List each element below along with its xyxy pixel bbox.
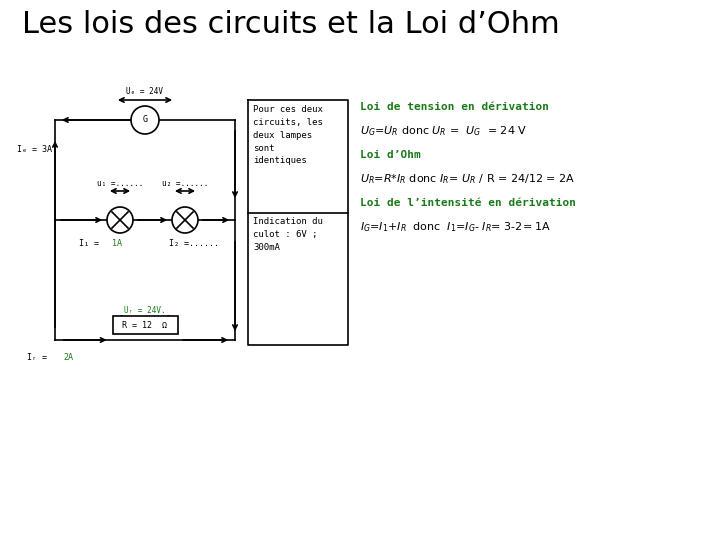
- Text: I₂ =......: I₂ =......: [169, 239, 219, 247]
- Text: Iₑ = 3A: Iₑ = 3A: [17, 145, 52, 154]
- Text: Loi de l’intensité en dérivation: Loi de l’intensité en dérivation: [360, 198, 576, 208]
- Text: $U_G$=$U_R$ donc $U_R$ =  $U_G$  = 24 V: $U_G$=$U_R$ donc $U_R$ = $U_G$ = 24 V: [360, 124, 527, 138]
- Text: Uᵣ = 24V.: Uᵣ = 24V.: [124, 306, 166, 315]
- Text: 1A: 1A: [112, 239, 122, 247]
- Bar: [112, 316, 178, 334]
- Text: R = 12  Ω: R = 12 Ω: [122, 321, 168, 329]
- Text: u₁ =......: u₁ =......: [97, 179, 143, 188]
- Circle shape: [107, 207, 133, 233]
- Circle shape: [131, 106, 159, 134]
- Text: G: G: [143, 116, 148, 125]
- Text: Iᵣ =: Iᵣ =: [27, 354, 52, 362]
- Circle shape: [172, 207, 198, 233]
- Text: I₁ =: I₁ =: [79, 239, 104, 247]
- Text: Indication du
culot : 6V ;
300mA: Indication du culot : 6V ; 300mA: [253, 218, 323, 252]
- Text: Uₑ = 24V: Uₑ = 24V: [127, 87, 163, 96]
- Text: u₂ =......: u₂ =......: [162, 179, 208, 188]
- Text: 2A: 2A: [63, 354, 73, 362]
- Text: Les lois des circuits et la Loi d’Ohm: Les lois des circuits et la Loi d’Ohm: [22, 10, 559, 39]
- Text: Pour ces deux
circuits, les
deux lampes
sont
identiques: Pour ces deux circuits, les deux lampes …: [253, 105, 323, 165]
- Text: Loi de tension en dérivation: Loi de tension en dérivation: [360, 102, 549, 112]
- Text: $I_G$=$I_1$+$I_R$  donc  $I_1$=$I_G$- $I_R$= 3-2= 1A: $I_G$=$I_1$+$I_R$ donc $I_1$=$I_G$- $I_R…: [360, 220, 552, 234]
- Text: $U_R$=$R$*$I_R$ donc $I_R$= $U_R$ / R = 24/12 = 2A: $U_R$=$R$*$I_R$ donc $I_R$= $U_R$ / R = …: [360, 172, 575, 186]
- Text: Loi d’Ohm: Loi d’Ohm: [360, 150, 420, 160]
